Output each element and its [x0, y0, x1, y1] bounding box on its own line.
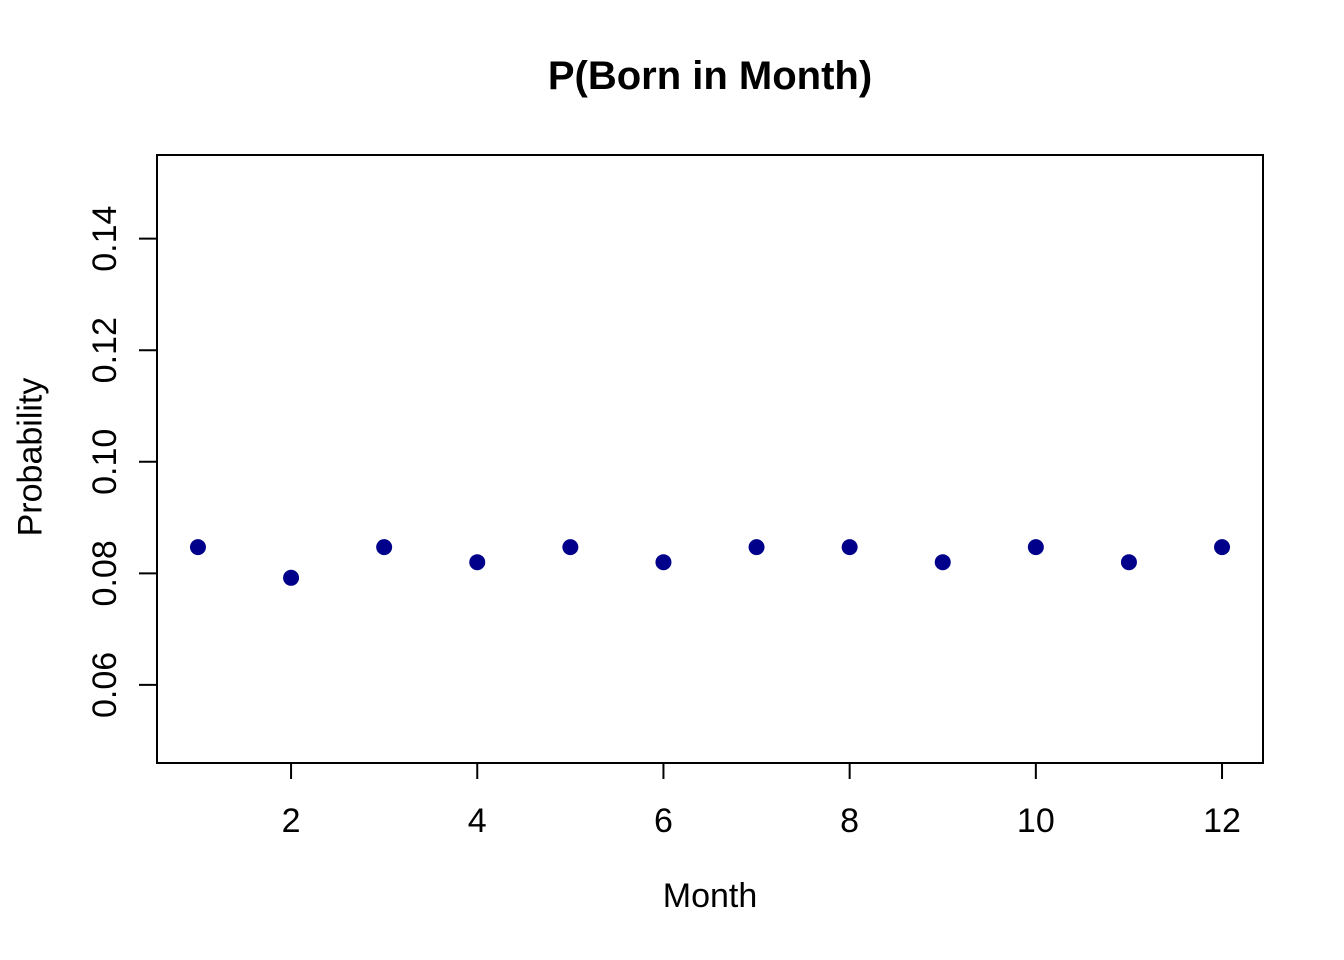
- plot-border: [156, 154, 1264, 764]
- data-point: [841, 539, 858, 556]
- data-point: [469, 554, 486, 571]
- data-point: [748, 539, 765, 556]
- data-point: [1027, 539, 1044, 556]
- data-point: [655, 554, 672, 571]
- data-point: [934, 554, 951, 571]
- data-point: [562, 539, 579, 556]
- data-point: [1120, 554, 1137, 571]
- x-tick-label: 8: [840, 802, 859, 840]
- data-points: [189, 539, 1231, 586]
- y-tick-label: 0.14: [86, 206, 124, 272]
- x-tick-label: 4: [468, 802, 487, 840]
- data-point: [1214, 539, 1231, 556]
- y-tick-label: 0.08: [86, 540, 124, 606]
- y-axis-label: Probability: [11, 377, 50, 537]
- data-point: [376, 539, 393, 556]
- x-tick-label: 10: [1017, 802, 1055, 840]
- x-axis-label: Month: [662, 877, 758, 915]
- x-axis-ticks: 2 4 6 8 10 12: [282, 763, 1241, 840]
- y-axis-ticks: 0.06 0.08 0.10 0.12 0.14: [86, 206, 157, 718]
- chart-title: P(Born in Month): [547, 54, 873, 98]
- x-tick-label: 12: [1203, 802, 1241, 840]
- y-tick-label: 0.12: [86, 317, 124, 383]
- x-tick-label: 2: [282, 802, 301, 840]
- data-point: [189, 539, 206, 556]
- y-tick-label: 0.10: [86, 429, 124, 495]
- data-point: [283, 569, 300, 586]
- x-tick-label: 6: [654, 802, 673, 840]
- y-tick-label: 0.06: [86, 652, 124, 718]
